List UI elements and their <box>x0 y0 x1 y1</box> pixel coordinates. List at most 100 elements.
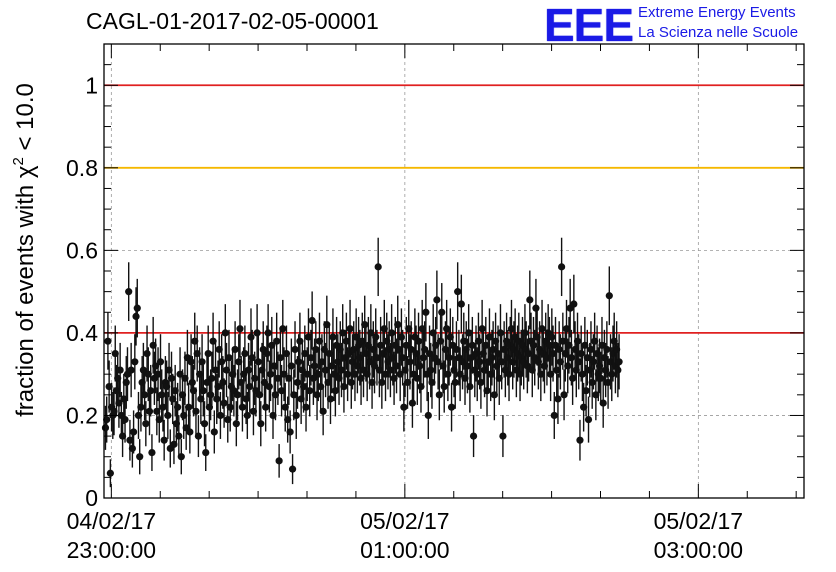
data-point <box>329 333 337 341</box>
data-point <box>231 345 239 354</box>
data-point <box>254 358 262 366</box>
data-point <box>133 304 141 312</box>
x-tick-time-label: 23:00:00 <box>67 537 157 563</box>
data-point <box>192 407 200 415</box>
data-point <box>265 382 273 391</box>
data-point <box>214 382 222 391</box>
data-point <box>200 420 209 428</box>
data-point <box>555 345 563 354</box>
data-point <box>526 296 534 304</box>
data-point <box>521 329 529 337</box>
data-point <box>310 362 319 370</box>
data-point <box>264 329 272 337</box>
data-point <box>532 304 540 312</box>
data-point <box>614 366 622 374</box>
data-point <box>273 337 281 345</box>
data-point <box>347 378 355 387</box>
data-point <box>576 436 584 444</box>
data-point <box>499 432 507 440</box>
data-point <box>241 349 249 358</box>
data-point <box>438 308 446 316</box>
data-point <box>548 333 556 341</box>
x-tick-date-label: 05/02/17 <box>654 508 744 534</box>
data-point <box>406 358 414 366</box>
data-point <box>416 362 424 370</box>
data-point <box>326 395 335 403</box>
data-point <box>346 325 354 333</box>
data-point <box>143 349 151 358</box>
data-point <box>433 296 441 304</box>
data-point <box>116 366 124 374</box>
data-point <box>414 337 423 345</box>
data-point <box>554 395 562 403</box>
data-point <box>244 366 253 374</box>
x-tick-time-label: 01:00:00 <box>360 537 450 563</box>
x-tick-time-label: 03:00:00 <box>654 537 744 563</box>
data-point <box>279 325 287 333</box>
data-point <box>293 378 302 387</box>
data-point <box>141 391 149 399</box>
data-point <box>589 358 598 366</box>
data-point <box>220 399 228 407</box>
data-point <box>445 354 453 362</box>
data-point <box>208 374 216 382</box>
data-point <box>207 391 215 399</box>
data-point <box>573 337 582 345</box>
y-tick-label: 0.6 <box>66 237 98 263</box>
data-points <box>101 237 623 488</box>
run-title: CAGL-01-2017-02-05-00001 <box>86 8 379 34</box>
data-point <box>295 358 303 366</box>
data-point <box>361 321 369 329</box>
y-tick-label: 0.2 <box>66 402 98 428</box>
data-point <box>454 288 462 296</box>
data-point <box>233 391 242 399</box>
data-point <box>558 263 566 271</box>
data-point <box>400 403 408 411</box>
data-point <box>145 407 154 415</box>
data-point <box>131 358 139 366</box>
y-tick-label: 0 <box>85 485 98 511</box>
data-point <box>125 288 133 296</box>
data-point <box>291 345 299 354</box>
data-point <box>247 333 255 341</box>
data-point <box>550 411 558 420</box>
data-point <box>483 387 491 395</box>
data-point <box>476 358 484 366</box>
data-point <box>127 366 135 374</box>
data-point <box>605 292 613 300</box>
data-point <box>263 349 271 358</box>
y-tick-label: 0.4 <box>66 320 98 346</box>
data-point <box>188 378 196 387</box>
data-point <box>374 263 382 271</box>
data-point <box>422 308 430 316</box>
data-point <box>372 333 380 341</box>
data-point <box>142 420 150 428</box>
data-point <box>466 382 474 391</box>
data-point <box>344 370 352 378</box>
data-point <box>221 329 229 337</box>
data-point <box>292 411 300 420</box>
data-point <box>106 469 114 477</box>
data-point <box>136 453 144 461</box>
data-point <box>451 378 459 387</box>
data-point <box>266 370 275 378</box>
data-point <box>129 428 138 436</box>
data-point <box>137 403 145 411</box>
data-point <box>474 337 483 345</box>
data-point <box>505 370 513 378</box>
data-point <box>435 391 443 399</box>
data-point <box>288 465 297 473</box>
data-point <box>388 329 396 337</box>
data-point <box>447 403 456 411</box>
x-tick-date-label: 05/02/17 <box>360 508 450 534</box>
data-point <box>253 329 261 337</box>
data-point <box>213 395 221 403</box>
data-point <box>394 321 402 329</box>
data-point <box>538 325 546 333</box>
y-tick-label: 1 <box>85 72 98 98</box>
data-point <box>529 341 538 349</box>
data-point <box>210 428 218 436</box>
data-point <box>306 387 314 395</box>
y-axis-label: fraction of events with χ2 < 10.0 <box>10 83 39 417</box>
data-point <box>186 428 194 436</box>
